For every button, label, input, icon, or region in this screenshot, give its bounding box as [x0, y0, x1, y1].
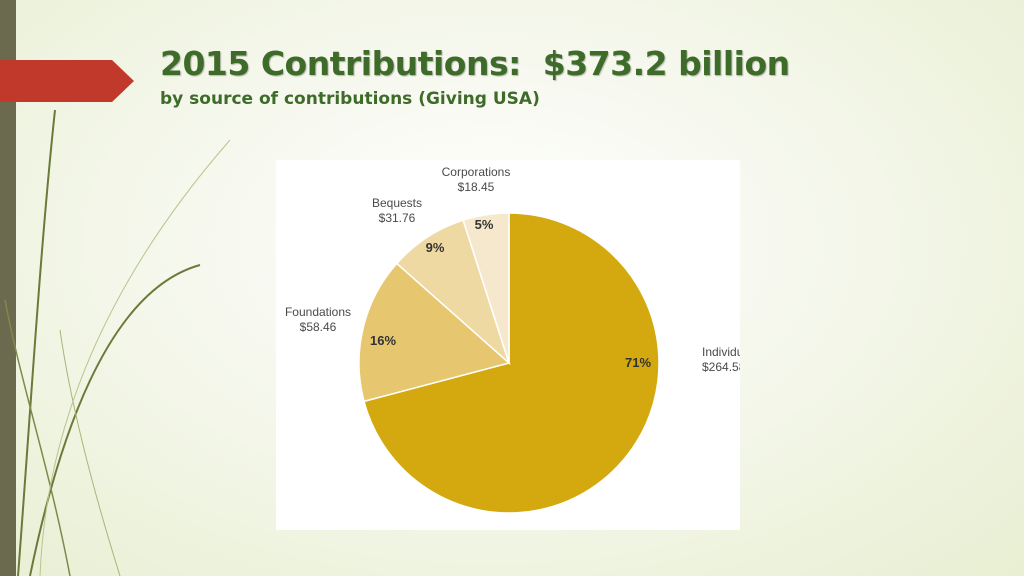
left-accent-bar — [0, 0, 16, 576]
pie-slice-corporations — [462, 212, 510, 364]
pie-slice-foundations — [358, 262, 511, 403]
slice-percent-corporations: 5% — [475, 217, 494, 232]
slice-label-bequests: Bequests — [372, 196, 422, 210]
slice-label-foundations: Foundations — [285, 305, 351, 319]
slice-value-corporations: $18.45 — [458, 180, 495, 194]
slice-percent-foundations: 16% — [370, 333, 396, 348]
pie-chart: Individuals$264.58 71% Foundations$58.46 16… — [285, 165, 740, 514]
slice-percent-bequests: 9% — [426, 240, 445, 255]
slice-value-individuals: $264.58 — [702, 360, 740, 374]
slice-value-foundations: $58.46 — [300, 320, 337, 334]
title-arrow-marker — [0, 60, 134, 102]
slice-label-corporations: Corporations — [442, 165, 511, 179]
slice-label-individuals: Individuals — [702, 345, 740, 359]
pie-slice-individuals — [363, 212, 660, 514]
slice-percent-individuals: 71% — [625, 355, 651, 370]
chart-panel: Individuals$264.58 71% Foundations$58.46 16… — [276, 160, 740, 530]
slide-subtitle: by source of contributions (Giving USA) — [160, 89, 540, 109]
slice-value-bequests: $31.76 — [379, 211, 416, 225]
slide-title: 2015 Contributions: $373.2 billion — [160, 44, 790, 83]
decorative-vines — [4, 109, 231, 576]
